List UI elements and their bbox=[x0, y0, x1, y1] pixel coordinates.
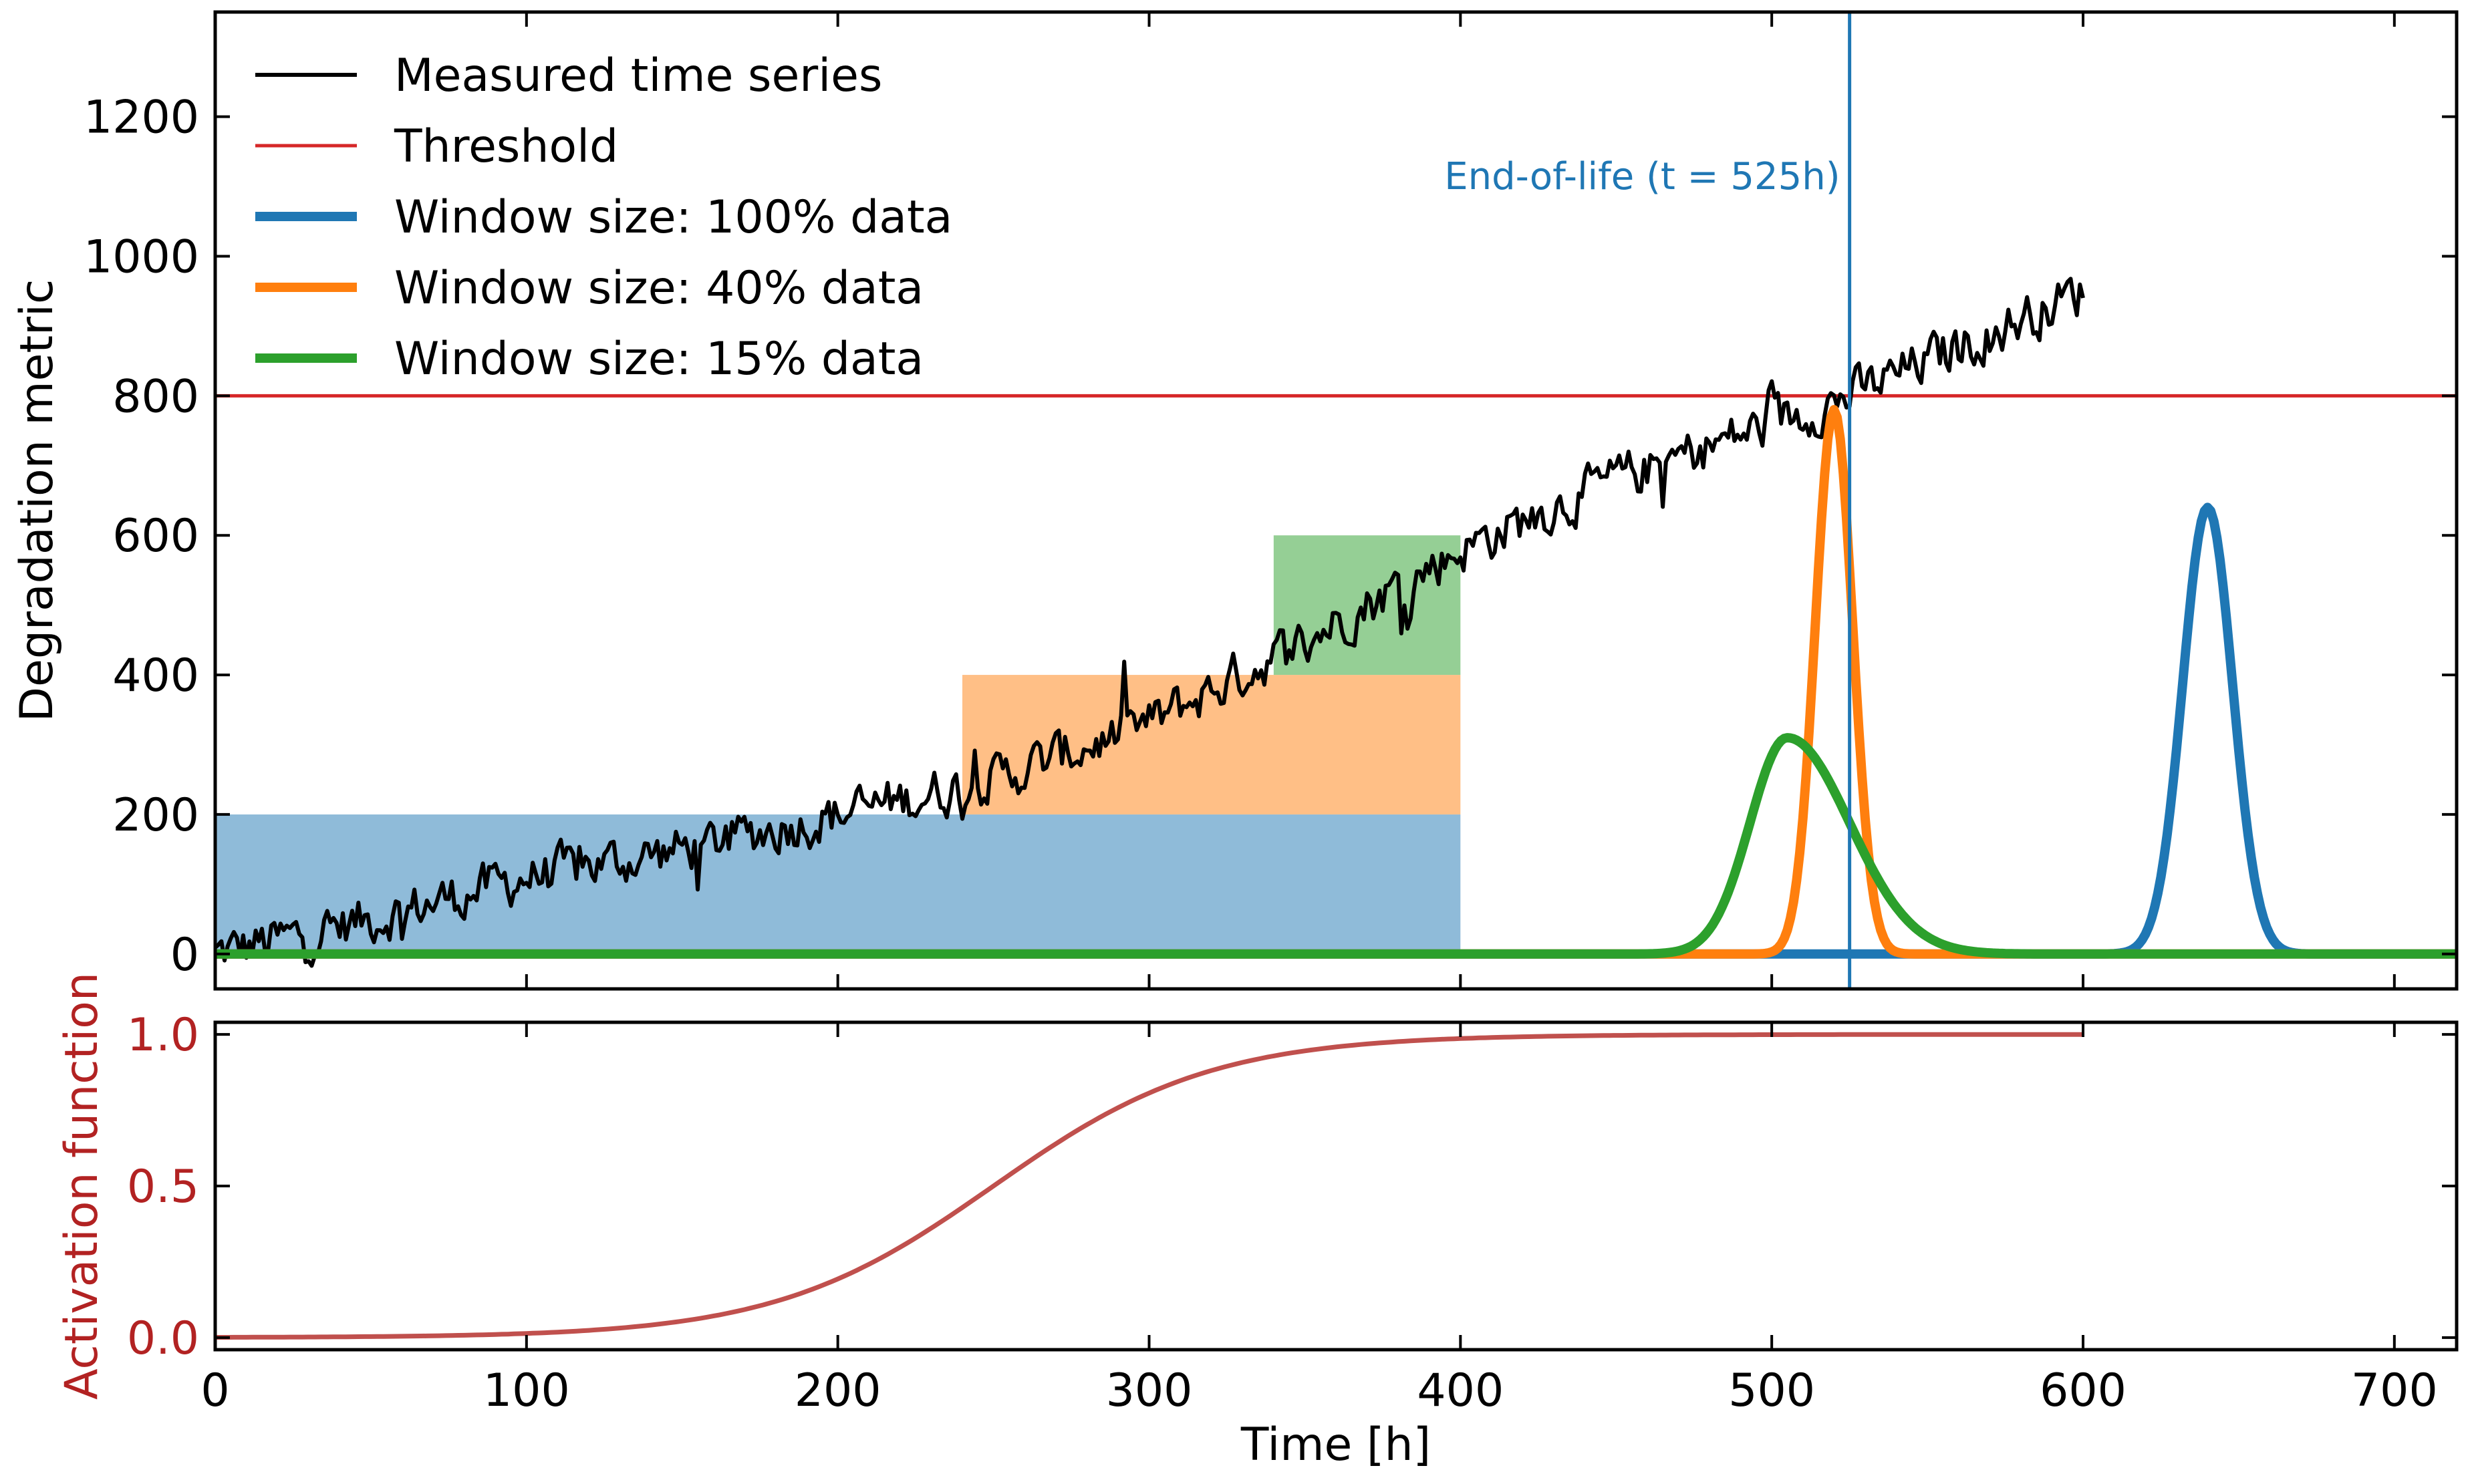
bottom-xtick-label: 700 bbox=[2351, 1364, 2438, 1417]
bottom-xtick-label: 100 bbox=[483, 1364, 570, 1417]
bottom-xtick-label: 300 bbox=[1106, 1364, 1193, 1417]
legend-label-3: Window size: 100% data bbox=[394, 191, 952, 244]
legend-label-2: Threshold bbox=[394, 120, 618, 173]
top-ylabel: Degradation metric bbox=[11, 279, 63, 722]
bottom-xtick-label: 0 bbox=[200, 1364, 229, 1417]
legend-label-4: Window size: 40% data bbox=[394, 262, 924, 315]
top-ytick-label: 0 bbox=[170, 929, 199, 982]
pdf-curve-3 bbox=[215, 733, 2457, 959]
bottom-xtick-label: 600 bbox=[2040, 1364, 2127, 1417]
activation-curve bbox=[215, 1032, 2083, 1340]
bottom-plot-area bbox=[215, 1032, 2083, 1340]
bottom-ylabel: Activation function bbox=[55, 972, 108, 1400]
activation-panel: 0.0 0.5 1.0 0 100 200 300 400 500 600 700 Time [h] A… bbox=[55, 972, 2459, 1471]
degradation-panel: End-of-life (t = 525h) 0 200 400 600 800 1000 1… bbox=[11, 10, 2459, 991]
measured-series bbox=[215, 277, 2085, 968]
legend-label-5: Window size: 15% data bbox=[394, 333, 924, 386]
legend: Measured time series Threshold Window size… bbox=[255, 49, 952, 386]
xlabel: Time [h] bbox=[1240, 1419, 1431, 1471]
top-ytick-label: 400 bbox=[112, 649, 199, 702]
end-of-life-label: End-of-life (t = 525h) bbox=[1444, 155, 1840, 198]
top-ytick-label: 1200 bbox=[84, 92, 199, 144]
window-rect-1 bbox=[215, 814, 1461, 954]
top-ytick-label: 600 bbox=[112, 510, 199, 563]
bottom-axes-frame bbox=[213, 1020, 2459, 1352]
top-ytick-label: 1000 bbox=[84, 231, 199, 284]
bottom-xtick-label: 500 bbox=[1728, 1364, 1815, 1417]
top-ytick-label: 200 bbox=[112, 789, 199, 842]
legend-label-1: Measured time series bbox=[394, 49, 882, 102]
bottom-ytick-label: 0.5 bbox=[127, 1161, 199, 1213]
bottom-ytick-label: 1.0 bbox=[127, 1009, 199, 1062]
top-ytick-label: 800 bbox=[112, 370, 199, 423]
bottom-ytick-label: 0.0 bbox=[127, 1312, 199, 1365]
top-plot-area bbox=[215, 12, 2457, 989]
bottom-xtick-label: 200 bbox=[795, 1364, 881, 1417]
top-axes-frame bbox=[213, 10, 2459, 991]
window-rect-2 bbox=[962, 675, 1461, 814]
bottom-xtick-label: 400 bbox=[1417, 1364, 1504, 1417]
